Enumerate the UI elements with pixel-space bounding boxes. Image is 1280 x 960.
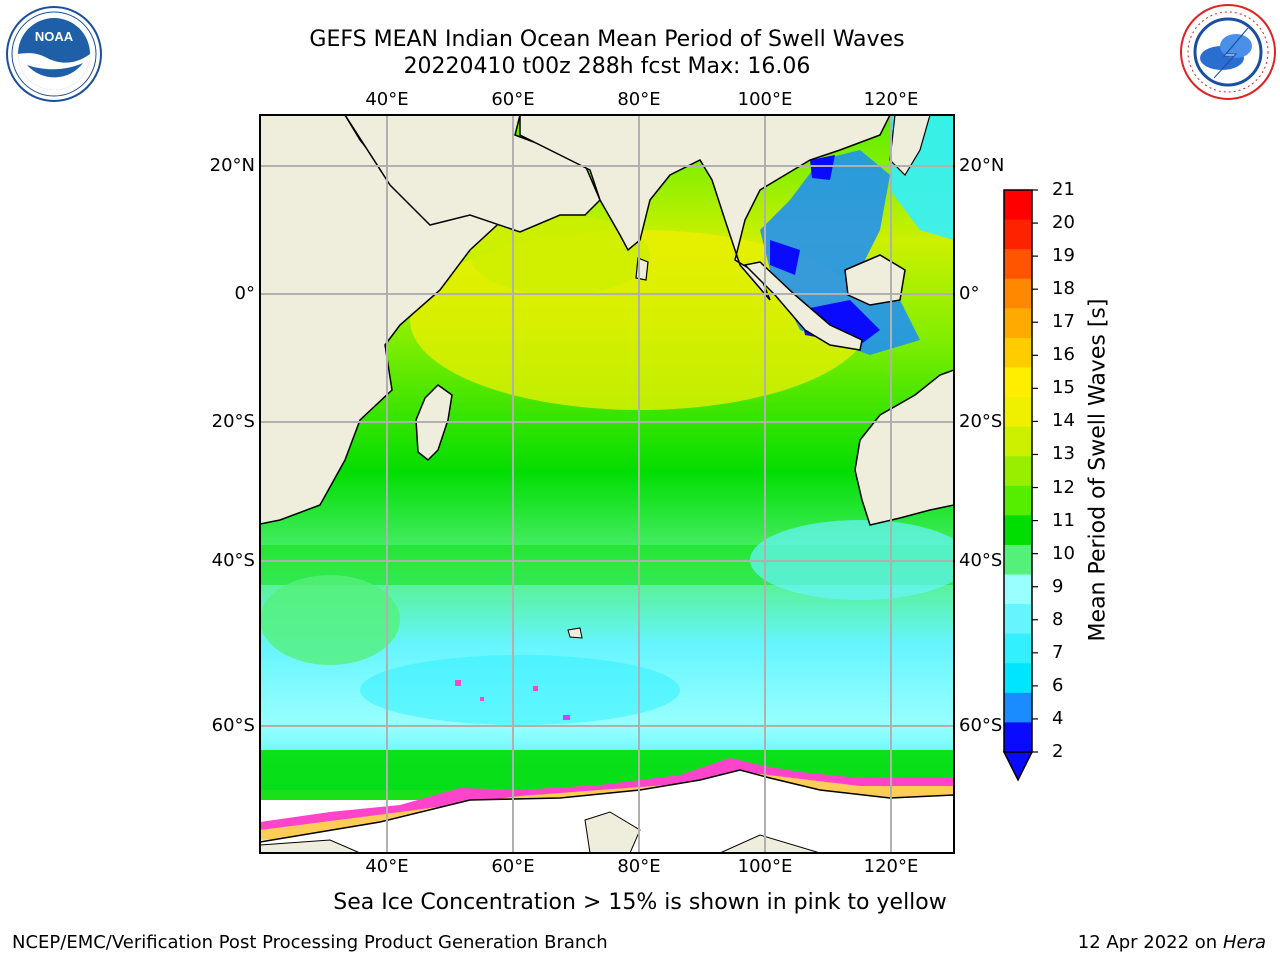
colorbar-swatch xyxy=(1004,456,1032,487)
australia xyxy=(854,369,954,526)
colorbar-extend-arrow xyxy=(1002,751,1034,782)
colorbar-tick-label: 14 xyxy=(1052,410,1075,432)
chart-title: GEFS MEAN Indian Ocean Mean Period of Sw… xyxy=(309,27,905,52)
lat-tick-label-left: 60°S xyxy=(211,715,255,736)
colorbar-swatch xyxy=(1004,249,1032,280)
kerguelen xyxy=(567,627,583,639)
lon-tick-label-bottom: 120°E xyxy=(863,856,919,877)
colorbar-swatch xyxy=(1004,722,1032,753)
colorbar-tick-label: 11 xyxy=(1052,509,1075,531)
lat-tick-label-right: 40°S xyxy=(959,550,1003,571)
colorbar-swatch xyxy=(1004,692,1032,723)
colorbar-tick-label: 15 xyxy=(1052,377,1075,399)
lon-tick-label-top: 120°E xyxy=(863,89,919,110)
sea-ice-caption: Sea Ice Concentration > 15% is shown in … xyxy=(333,890,947,915)
chart-subtitle: 20220410 t00z 288h fcst Max: 16.06 xyxy=(403,54,811,79)
colorbar xyxy=(1002,189,1038,782)
lon-tick-label-top: 80°E xyxy=(617,89,661,110)
colorbar-swatch xyxy=(1004,337,1032,368)
colorbar-swatch xyxy=(1004,663,1032,694)
colorbar-swatch xyxy=(1004,426,1032,457)
colorbar-tick-label: 19 xyxy=(1052,245,1075,267)
colorbar-tick-label: 21 xyxy=(1052,179,1075,200)
colorbar-swatch xyxy=(1004,397,1032,428)
lat-tick-label-left: 40°S xyxy=(211,550,255,571)
colorbar-tick-label: 10 xyxy=(1052,542,1075,564)
arabian-peninsula xyxy=(344,115,601,233)
lat-tick-label-right: 20°S xyxy=(959,411,1003,432)
colorbar-tick-label: 20 xyxy=(1052,212,1075,234)
footer-date: 12 Apr 2022 on Hera xyxy=(1078,932,1266,953)
colorbar-swatch xyxy=(1004,515,1032,546)
lat-tick-label-left: 20°N xyxy=(209,155,255,176)
lat-tick-label-right: 60°S xyxy=(959,715,1003,736)
map-frame xyxy=(259,114,955,854)
nws-logo xyxy=(1178,2,1278,106)
antarctica xyxy=(260,769,954,853)
lon-tick-label-bottom: 100°E xyxy=(737,856,793,877)
colorbar-tick-label: 4 xyxy=(1052,707,1064,729)
lat-tick-label-left: 20°S xyxy=(211,411,255,432)
colorbar-frame xyxy=(1003,189,1033,753)
colorbar-tick-label: 18 xyxy=(1052,278,1075,300)
graticule xyxy=(260,115,954,853)
sri-lanka xyxy=(635,257,649,281)
colorbar-swatch xyxy=(1004,190,1032,221)
colorbar-swatch xyxy=(1004,485,1032,516)
colorbar-swatch xyxy=(1004,604,1032,635)
lon-tick-label-bottom: 40°E xyxy=(365,856,409,877)
lat-tick-label-left: 0° xyxy=(234,283,255,304)
lon-tick-label-top: 60°E xyxy=(491,89,535,110)
colorbar-swatch xyxy=(1004,219,1032,250)
colorbar-swatch xyxy=(1004,367,1032,398)
colorbar-tick-label: 17 xyxy=(1052,311,1075,333)
colorbar-tick-label: 2 xyxy=(1052,741,1064,762)
svg-text:NOAA: NOAA xyxy=(35,29,74,44)
colorbar-tick-label: 8 xyxy=(1052,608,1064,630)
lat-tick-label-right: 20°N xyxy=(959,155,1005,176)
footer-credit: NCEP/EMC/Verification Post Processing Pr… xyxy=(12,932,608,953)
colorbar-swatch xyxy=(1004,278,1032,309)
footer-machine: Hera xyxy=(1222,932,1266,953)
map-plot-area xyxy=(260,115,954,853)
colorbar-tick-label: 9 xyxy=(1052,575,1064,597)
lat-tick-label-right: 0° xyxy=(959,283,980,304)
colorbar-tick-label: 6 xyxy=(1052,674,1064,696)
colorbar-tick-label: 12 xyxy=(1052,476,1075,498)
colorbar-swatch xyxy=(1004,544,1032,576)
lon-tick-label-top: 40°E xyxy=(365,89,409,110)
asia xyxy=(519,115,891,301)
colorbar-swatch xyxy=(1004,633,1032,664)
lon-tick-label-top: 100°E xyxy=(737,89,793,110)
noaa-logo: NOAA xyxy=(5,5,103,107)
footer-date-text: 12 Apr 2022 on xyxy=(1077,932,1223,953)
colorbar-tick-label: 13 xyxy=(1052,443,1075,465)
lon-tick-label-bottom: 60°E xyxy=(491,856,535,877)
colorbar-tick-label: 16 xyxy=(1052,344,1075,366)
colorbar-label: Mean Period of Swell Waves [s] xyxy=(1085,298,1111,642)
colorbar-swatch xyxy=(1004,308,1032,339)
colorbar-tick-label: 7 xyxy=(1052,641,1064,663)
sumatra-java xyxy=(743,261,863,351)
lon-tick-label-bottom: 80°E xyxy=(617,856,661,877)
colorbar-swatch xyxy=(1004,574,1032,605)
